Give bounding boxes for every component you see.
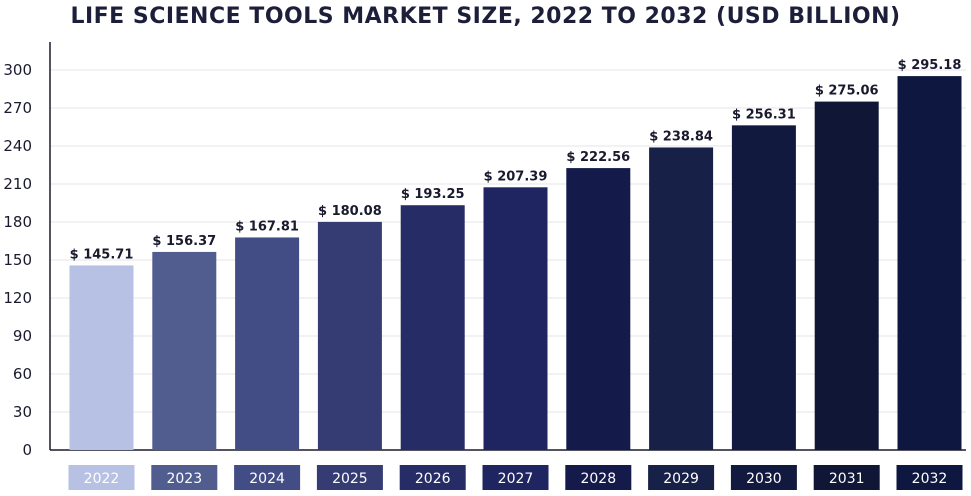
category-label-box — [316, 465, 383, 490]
bar — [69, 265, 134, 450]
x-tick-label: 2031 — [829, 471, 865, 487]
y-tick-label: 210 — [3, 175, 32, 193]
category-label-box — [151, 465, 218, 490]
y-tick-label: 240 — [3, 137, 32, 155]
category-label-box — [399, 465, 466, 490]
category-label-box — [896, 465, 963, 490]
data-label: $ 238.84 — [649, 129, 713, 144]
category-label-box — [234, 465, 301, 490]
data-label: $ 145.71 — [70, 247, 134, 262]
x-tick-label: 2024 — [249, 471, 285, 487]
bar — [317, 221, 382, 450]
data-label: $ 295.18 — [898, 58, 962, 73]
data-label: $ 156.37 — [152, 234, 216, 249]
category-label-box — [648, 465, 715, 490]
category-label-box — [565, 465, 632, 490]
x-tick-label: 2023 — [166, 471, 202, 487]
chart-title: LIFE SCIENCE TOOLS MARKET SIZE, 2022 TO … — [70, 4, 901, 29]
data-label: $ 256.31 — [732, 107, 796, 122]
y-tick-label: 300 — [3, 61, 32, 79]
bar — [235, 237, 300, 450]
y-tick-label: 90 — [13, 327, 32, 345]
x-tick-label: 2028 — [580, 471, 616, 487]
category-label-box — [68, 465, 135, 490]
data-label: $ 275.06 — [815, 84, 879, 99]
category-label-box — [813, 465, 880, 490]
x-tick-label: 2025 — [332, 471, 368, 487]
x-tick-label: 2032 — [912, 471, 948, 487]
x-tick-label: 2022 — [84, 471, 120, 487]
bar — [897, 76, 962, 450]
x-tick-label: 2027 — [498, 471, 534, 487]
y-tick-label: 180 — [3, 213, 32, 231]
bar — [483, 187, 548, 450]
y-tick-label: 270 — [3, 99, 32, 117]
x-tick-label: 2029 — [663, 471, 699, 487]
y-tick-label: 30 — [13, 403, 32, 421]
y-tick-label: 60 — [13, 365, 32, 383]
bar — [731, 125, 796, 450]
data-label: $ 180.08 — [318, 204, 382, 219]
y-tick-label: 120 — [3, 289, 32, 307]
bar — [649, 147, 714, 450]
x-tick-label: 2026 — [415, 471, 451, 487]
data-label: $ 193.25 — [401, 187, 465, 202]
data-label: $ 222.56 — [566, 150, 630, 165]
bar — [814, 101, 879, 450]
bar — [152, 251, 217, 450]
data-label: $ 167.81 — [235, 219, 299, 234]
category-label-box — [730, 465, 797, 490]
data-label: $ 207.39 — [484, 169, 548, 184]
y-tick-label: 0 — [22, 441, 32, 459]
bar — [400, 205, 465, 450]
y-tick-label: 150 — [3, 251, 32, 269]
bar — [566, 168, 631, 450]
category-label-box — [482, 465, 549, 490]
x-tick-label: 2030 — [746, 471, 782, 487]
